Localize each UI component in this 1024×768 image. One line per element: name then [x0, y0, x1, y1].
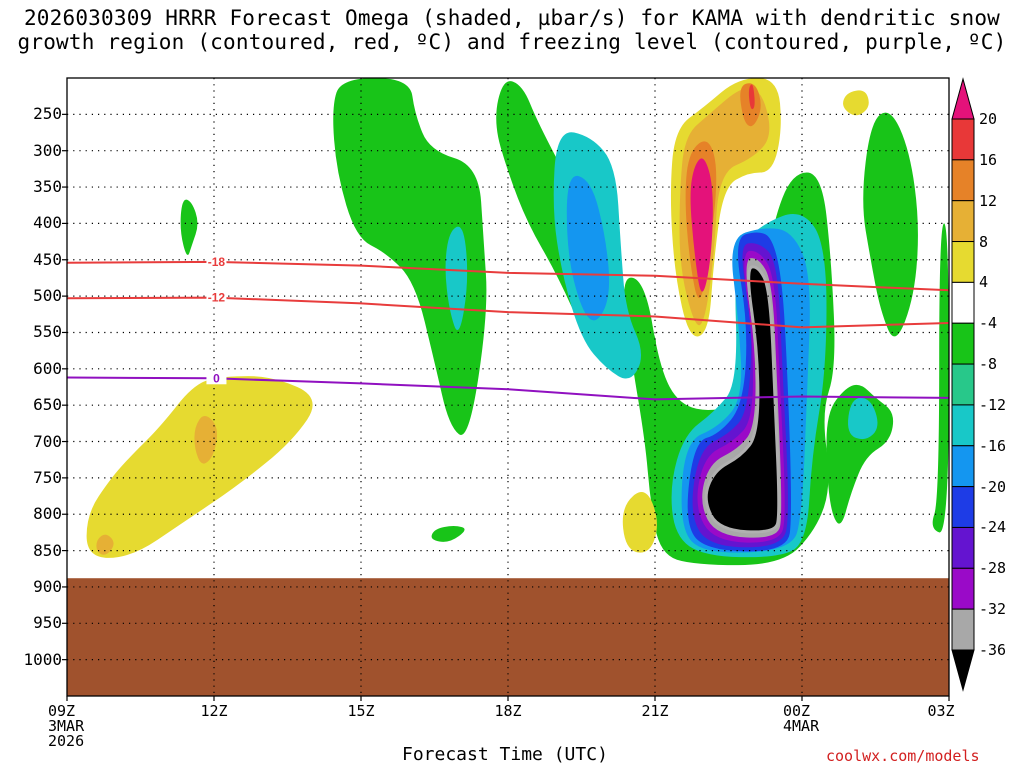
colorbar-swatch-4: [951, 281, 975, 324]
y-tick-label: 700: [33, 431, 62, 451]
omega-region-9: [445, 226, 468, 331]
colorbar-swatch-7: [951, 404, 975, 447]
colorbar-tick-label: 12: [979, 191, 998, 210]
contour-label-dgz-top: -18: [208, 255, 226, 269]
y-tick-label: 300: [33, 140, 62, 160]
contour-label-bg-freezing-level: [206, 372, 227, 385]
colorbar-swatch-8: [951, 445, 975, 488]
omega-region-1: [333, 78, 487, 436]
y-tick-label: 900: [33, 576, 62, 596]
colorbar: [951, 77, 975, 692]
omega-region-7: [431, 526, 465, 542]
colorbar-tick-label: 4: [979, 273, 989, 292]
colorbar-tick-label: 16: [979, 150, 998, 169]
contour-label-dgz-bottom: -12: [208, 291, 226, 305]
colorbar-top-arrow: [951, 77, 975, 120]
omega-region-27: [96, 534, 114, 555]
omega-region-6: [180, 199, 198, 255]
chart-title-line-2: growth region (contoured, red, ºC) and f…: [17, 30, 1007, 54]
colorbar-tick-label: -16: [979, 436, 1007, 455]
colorbar-tick-label: -20: [979, 477, 1007, 496]
colorbar-tick-label: -24: [979, 518, 1007, 537]
omega-region-5: [932, 223, 949, 533]
grid-lines: [62, 78, 950, 701]
omega-region-28: [622, 492, 657, 553]
colorbar-swatch-11: [951, 567, 975, 610]
x-tick-label-00Z: 00Z 4MAR: [783, 702, 820, 735]
colorbar-tick-label: -36: [979, 641, 1007, 659]
colorbar-tick-label: -28: [979, 559, 1007, 578]
y-tick-label: 800: [33, 504, 62, 524]
colorbar-tick-label: 8: [979, 232, 989, 251]
y-tick-label: 1000: [23, 649, 62, 669]
omega-region-26: [194, 416, 218, 464]
contour-label-bg-dgz-top: [206, 255, 227, 268]
colorbar-swatch-10: [951, 526, 975, 569]
colorbar-swatch-3: [951, 241, 975, 283]
colorbar-swatch-5: [951, 322, 975, 365]
y-tick-label: 750: [33, 467, 62, 487]
omega-region-3: [863, 112, 918, 337]
omega-region-29: [843, 90, 869, 116]
colorbar-tick-label: 20: [979, 110, 998, 128]
contour-lines: -18 -12 0: [67, 255, 949, 401]
y-tick-label: 600: [33, 358, 62, 378]
colorbar-tick-label: -32: [979, 600, 1007, 619]
colorbar-tick-label: -4: [979, 314, 998, 333]
colorbar-swatch-6: [951, 363, 975, 406]
colorbar-swatch-2: [951, 200, 975, 243]
chart-title-line-1: 2026030309 HRRR Forecast Omega (shaded, …: [23, 6, 1001, 30]
y-tick-label: 250: [33, 104, 62, 124]
colorbar-tick-label: -8: [979, 355, 998, 374]
colorbar-tick-label: -12: [979, 395, 1007, 414]
omega-core-edge: [704, 265, 781, 534]
colorbar-bottom-arrow: [951, 649, 975, 692]
y-tick-label: 400: [33, 213, 62, 233]
colorbar-swatch-12: [951, 608, 975, 651]
colorbar-swatch-1: [951, 159, 975, 202]
y-tick-label: 650: [33, 395, 62, 415]
x-tick-label-09Z: 09Z 3MAR 2026: [48, 702, 85, 750]
omega-region-24: [748, 84, 755, 110]
x-tick-label-03Z: 03Z: [927, 702, 955, 720]
contour-label-freezing-level: 0: [213, 371, 220, 385]
colorbar-swatch-9: [951, 486, 975, 528]
x-axis-label: Forecast Time (UTC): [402, 744, 608, 765]
x-tick-label-18Z: 18Z: [494, 702, 522, 720]
plot-frame: [66, 77, 950, 697]
colorbar-swatch-0: [951, 118, 975, 161]
omega-region-12: [566, 175, 610, 321]
x-tick-label-15Z: 15Z: [347, 702, 375, 720]
y-tick-label: 550: [33, 322, 62, 342]
omega-region-23: [690, 158, 713, 292]
y-tick-label: 350: [33, 177, 62, 197]
y-tick-label: 950: [33, 613, 62, 633]
y-tick-label: 850: [33, 540, 62, 560]
credit-link[interactable]: coolwx.com/models: [826, 747, 980, 765]
x-tick-label-12Z: 12Z: [200, 702, 228, 720]
x-tick-label-21Z: 21Z: [641, 702, 669, 720]
omega-region-25: [86, 376, 313, 558]
contour-label-bg-dgz-bottom: [206, 291, 227, 304]
y-tick-label: 500: [33, 286, 62, 306]
omega-region-11: [848, 397, 878, 440]
y-tick-label: 450: [33, 249, 62, 269]
